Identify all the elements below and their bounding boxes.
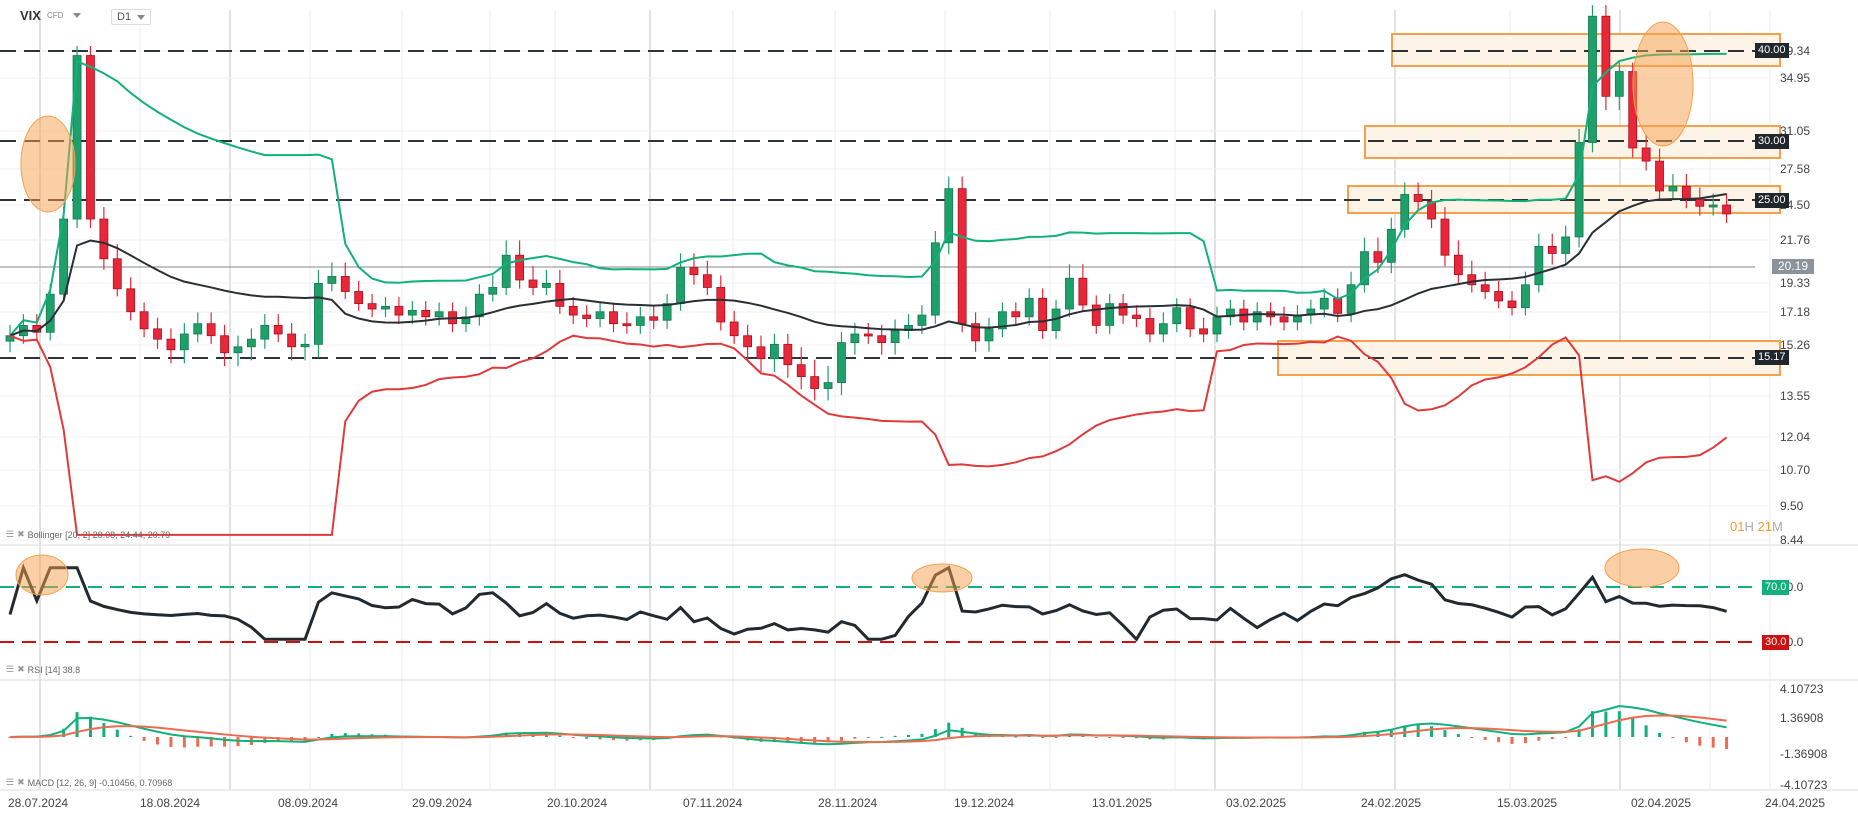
bollinger-legend[interactable]: ☰ ✖ Bollinger [20, 2] 28.08, 24.44, 20.7… bbox=[6, 529, 170, 540]
settings-icon[interactable]: ☰ bbox=[6, 664, 15, 674]
price-tick: 21.76 bbox=[1780, 233, 1811, 247]
date-tick: 19.12.2024 bbox=[954, 796, 1015, 810]
price-tick: 17.18 bbox=[1780, 305, 1811, 319]
macd-tick: 4.10723 bbox=[1780, 682, 1824, 696]
macd-tick: -1.36908 bbox=[1780, 747, 1828, 761]
candle-countdown: 01H 21M bbox=[1730, 519, 1783, 534]
price-tick: 12.04 bbox=[1780, 430, 1811, 444]
symbol-name: VIX bbox=[20, 8, 41, 23]
macd-label: MACD [12, 26, 9] -0.10456, 0.70968 bbox=[27, 777, 173, 788]
timeframe-value: D1 bbox=[117, 11, 132, 23]
close-icon[interactable]: ✖ bbox=[17, 529, 25, 539]
symbol-type: CFD bbox=[46, 11, 64, 20]
macd-tick: -4.10723 bbox=[1780, 778, 1828, 792]
date-tick: 13.01.2025 bbox=[1092, 796, 1153, 810]
timer-hours: 01 bbox=[1730, 519, 1745, 534]
date-tick: 24.04.2025 bbox=[1765, 796, 1826, 810]
date-tick: 28.11.2024 bbox=[818, 796, 878, 810]
close-icon[interactable]: ✖ bbox=[17, 777, 25, 787]
price-tick: 9.50 bbox=[1780, 499, 1804, 513]
timer-h: H bbox=[1744, 519, 1754, 534]
price-tick: 19.33 bbox=[1780, 276, 1811, 290]
level-tag: 15.17 bbox=[1755, 350, 1789, 365]
macd-legend[interactable]: ☰ ✖ MACD [12, 26, 9] -0.10456, 0.70968 bbox=[6, 777, 172, 788]
price-tick: 34.95 bbox=[1780, 71, 1811, 85]
price-tick: 27.58 bbox=[1780, 162, 1811, 176]
chevron-down-icon bbox=[137, 14, 145, 20]
level-tag: 25.00 bbox=[1755, 193, 1789, 208]
price-tick: 8.44 bbox=[1780, 533, 1804, 547]
price-tick: 10.70 bbox=[1780, 463, 1811, 477]
rsi-label: RSI [14] 38.8 bbox=[27, 664, 81, 675]
rsi-legend[interactable]: ☰ ✖ RSI [14] 38.8 bbox=[6, 664, 80, 675]
price-tick: 13.55 bbox=[1780, 389, 1811, 403]
timeframe-select[interactable]: D1 bbox=[111, 9, 151, 25]
symbol-selector[interactable]: VIX CFD bbox=[20, 8, 82, 23]
timer-m: M bbox=[1771, 519, 1783, 534]
chevron-down-icon[interactable] bbox=[73, 13, 82, 18]
date-tick: 28.07.2024 bbox=[8, 796, 69, 810]
settings-icon[interactable]: ☰ bbox=[6, 529, 15, 539]
level-tag: 40.00 bbox=[1755, 43, 1789, 58]
rsi-lower-tag: 30.0 bbox=[1762, 635, 1790, 650]
date-tick: 24.02.2025 bbox=[1361, 796, 1422, 810]
date-tick: 08.09.2024 bbox=[278, 796, 339, 810]
timer-minutes: 21 bbox=[1757, 519, 1772, 534]
macd-tick: 1.36908 bbox=[1780, 711, 1824, 725]
close-icon[interactable]: ✖ bbox=[17, 664, 25, 674]
date-tick: 29.09.2024 bbox=[412, 796, 473, 810]
date-tick: 03.02.2025 bbox=[1226, 796, 1287, 810]
date-tick: 02.04.2025 bbox=[1631, 796, 1692, 810]
price-tick: 15.26 bbox=[1780, 338, 1811, 352]
date-tick: 20.10.2024 bbox=[547, 796, 608, 810]
rsi-upper-tag: 70.0 bbox=[1762, 580, 1790, 595]
settings-icon[interactable]: ☰ bbox=[6, 777, 15, 787]
bollinger-label: Bollinger [20, 2] 28.08, 24.44, 20.79 bbox=[27, 529, 171, 540]
current-price-tag: 20.19 bbox=[1772, 259, 1815, 274]
date-tick: 18.08.2024 bbox=[140, 796, 201, 810]
level-tag: 30.00 bbox=[1755, 134, 1789, 149]
date-tick: 07.11.2024 bbox=[683, 796, 743, 810]
date-tick: 15.03.2025 bbox=[1497, 796, 1558, 810]
